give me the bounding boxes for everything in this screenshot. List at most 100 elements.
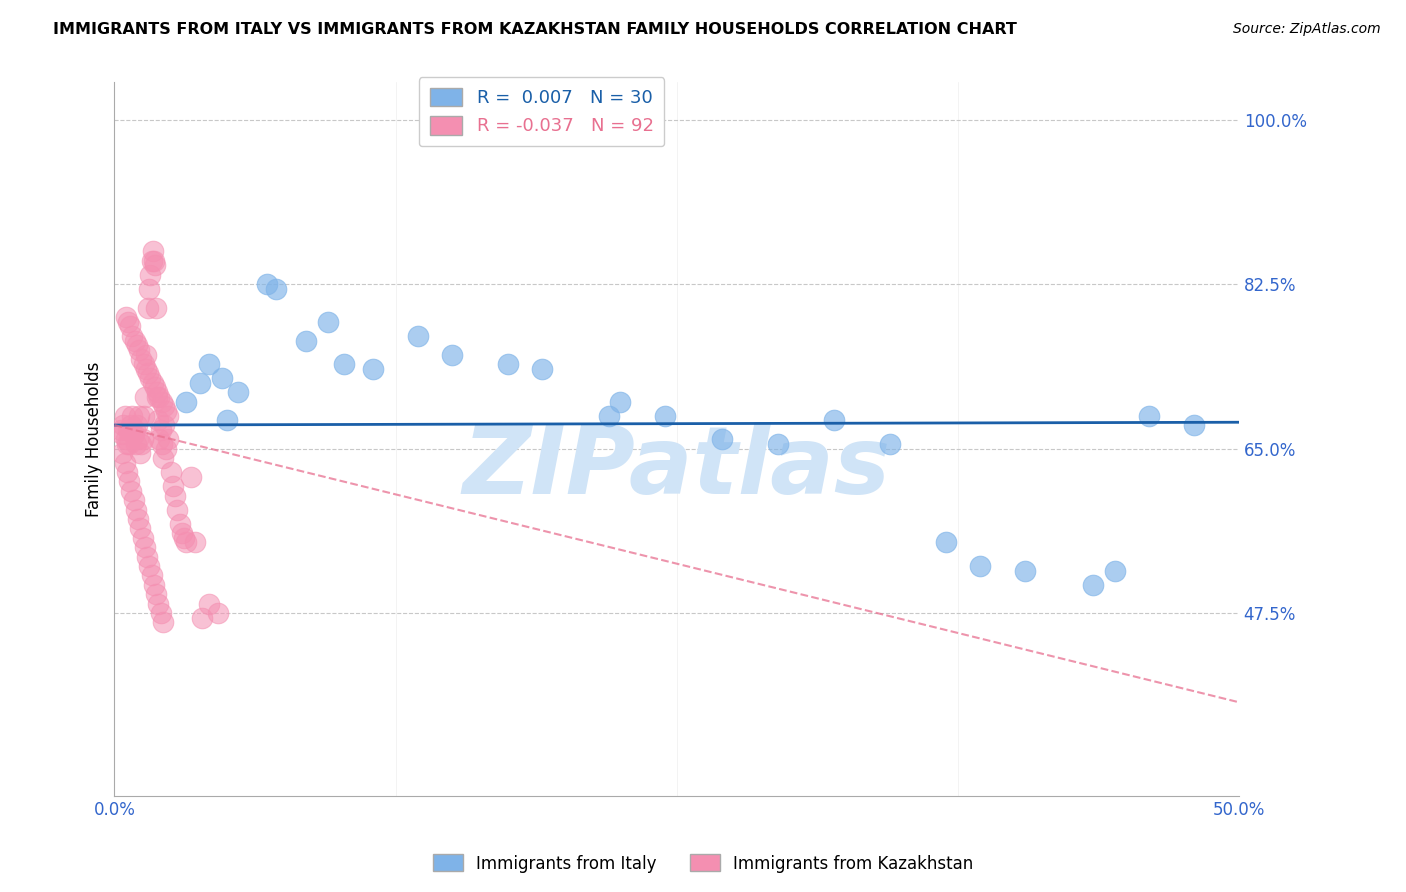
Point [132, 409, 155, 423]
Point [122, 493, 145, 508]
Point [153, 399, 176, 413]
Point [117, 423, 139, 437]
Point [266, 282, 288, 296]
Point [120, 483, 142, 498]
Point [710, 432, 733, 446]
Point [139, 371, 162, 385]
Point [141, 568, 163, 582]
Point [131, 432, 153, 446]
Point [766, 437, 789, 451]
Point [150, 394, 173, 409]
Point [142, 578, 165, 592]
Point [134, 540, 156, 554]
Point [136, 549, 159, 564]
Point [115, 437, 138, 451]
Point [129, 521, 152, 535]
Point [176, 394, 198, 409]
Point [120, 418, 142, 433]
Point [159, 465, 181, 479]
Point [114, 432, 136, 446]
Point [146, 390, 169, 404]
Point [131, 437, 153, 451]
Point [141, 253, 163, 268]
Point [138, 559, 160, 574]
Point [136, 367, 159, 381]
Point [121, 409, 143, 423]
Point [211, 371, 233, 385]
Point [132, 357, 155, 371]
Point [134, 390, 156, 404]
Point [110, 423, 132, 437]
Point [173, 531, 195, 545]
Point [148, 390, 170, 404]
Point [142, 253, 165, 268]
Point [165, 489, 187, 503]
Point [226, 385, 249, 400]
Point [316, 315, 339, 329]
Point [125, 437, 148, 451]
Point [127, 432, 149, 446]
Point [406, 328, 429, 343]
Point [115, 465, 138, 479]
Point [117, 315, 139, 329]
Point [127, 512, 149, 526]
Point [143, 258, 166, 272]
Point [124, 423, 146, 437]
Point [654, 409, 676, 423]
Point [125, 418, 148, 433]
Point [124, 334, 146, 348]
Point [176, 535, 198, 549]
Point [256, 277, 278, 292]
Point [138, 282, 160, 296]
Point [128, 409, 150, 423]
Point [198, 597, 221, 611]
Point [294, 334, 316, 348]
Point [135, 361, 157, 376]
Point [1182, 418, 1205, 433]
Point [1137, 409, 1160, 423]
Point [118, 475, 141, 489]
Point [142, 244, 165, 259]
Point [135, 348, 157, 362]
Point [145, 301, 167, 315]
Point [169, 516, 191, 531]
Point [148, 413, 170, 427]
Text: Source: ZipAtlas.com: Source: ZipAtlas.com [1233, 22, 1381, 37]
Point [598, 409, 620, 423]
Point [152, 450, 174, 465]
Point [114, 456, 136, 470]
Point [125, 502, 148, 516]
Point [153, 418, 176, 433]
Point [530, 361, 553, 376]
Point [198, 357, 221, 371]
Point [191, 610, 214, 624]
Point [879, 437, 901, 451]
Point [207, 606, 229, 620]
Point [146, 385, 169, 400]
Point [496, 357, 519, 371]
Point [129, 446, 152, 460]
Point [112, 418, 135, 433]
Point [131, 352, 153, 367]
Point [969, 559, 991, 574]
Text: ZIPatlas: ZIPatlas [463, 422, 890, 514]
Text: IMMIGRANTS FROM ITALY VS IMMIGRANTS FROM KAZAKHSTAN FAMILY HOUSEHOLDS CORRELATIO: IMMIGRANTS FROM ITALY VS IMMIGRANTS FROM… [53, 22, 1018, 37]
Point [166, 502, 188, 516]
Point [609, 394, 631, 409]
Point [149, 606, 172, 620]
Point [111, 427, 134, 442]
Point [148, 432, 170, 446]
Point [111, 446, 134, 460]
Point [188, 376, 211, 390]
Point [361, 361, 384, 376]
Point [120, 319, 142, 334]
Point [157, 432, 180, 446]
Point [215, 413, 238, 427]
Point [155, 404, 177, 418]
Legend: R =  0.007   N = 30, R = -0.037   N = 92: R = 0.007 N = 30, R = -0.037 N = 92 [419, 77, 665, 146]
Point [1081, 578, 1104, 592]
Point [121, 328, 143, 343]
Point [118, 437, 141, 451]
Point [148, 597, 170, 611]
Point [131, 531, 153, 545]
